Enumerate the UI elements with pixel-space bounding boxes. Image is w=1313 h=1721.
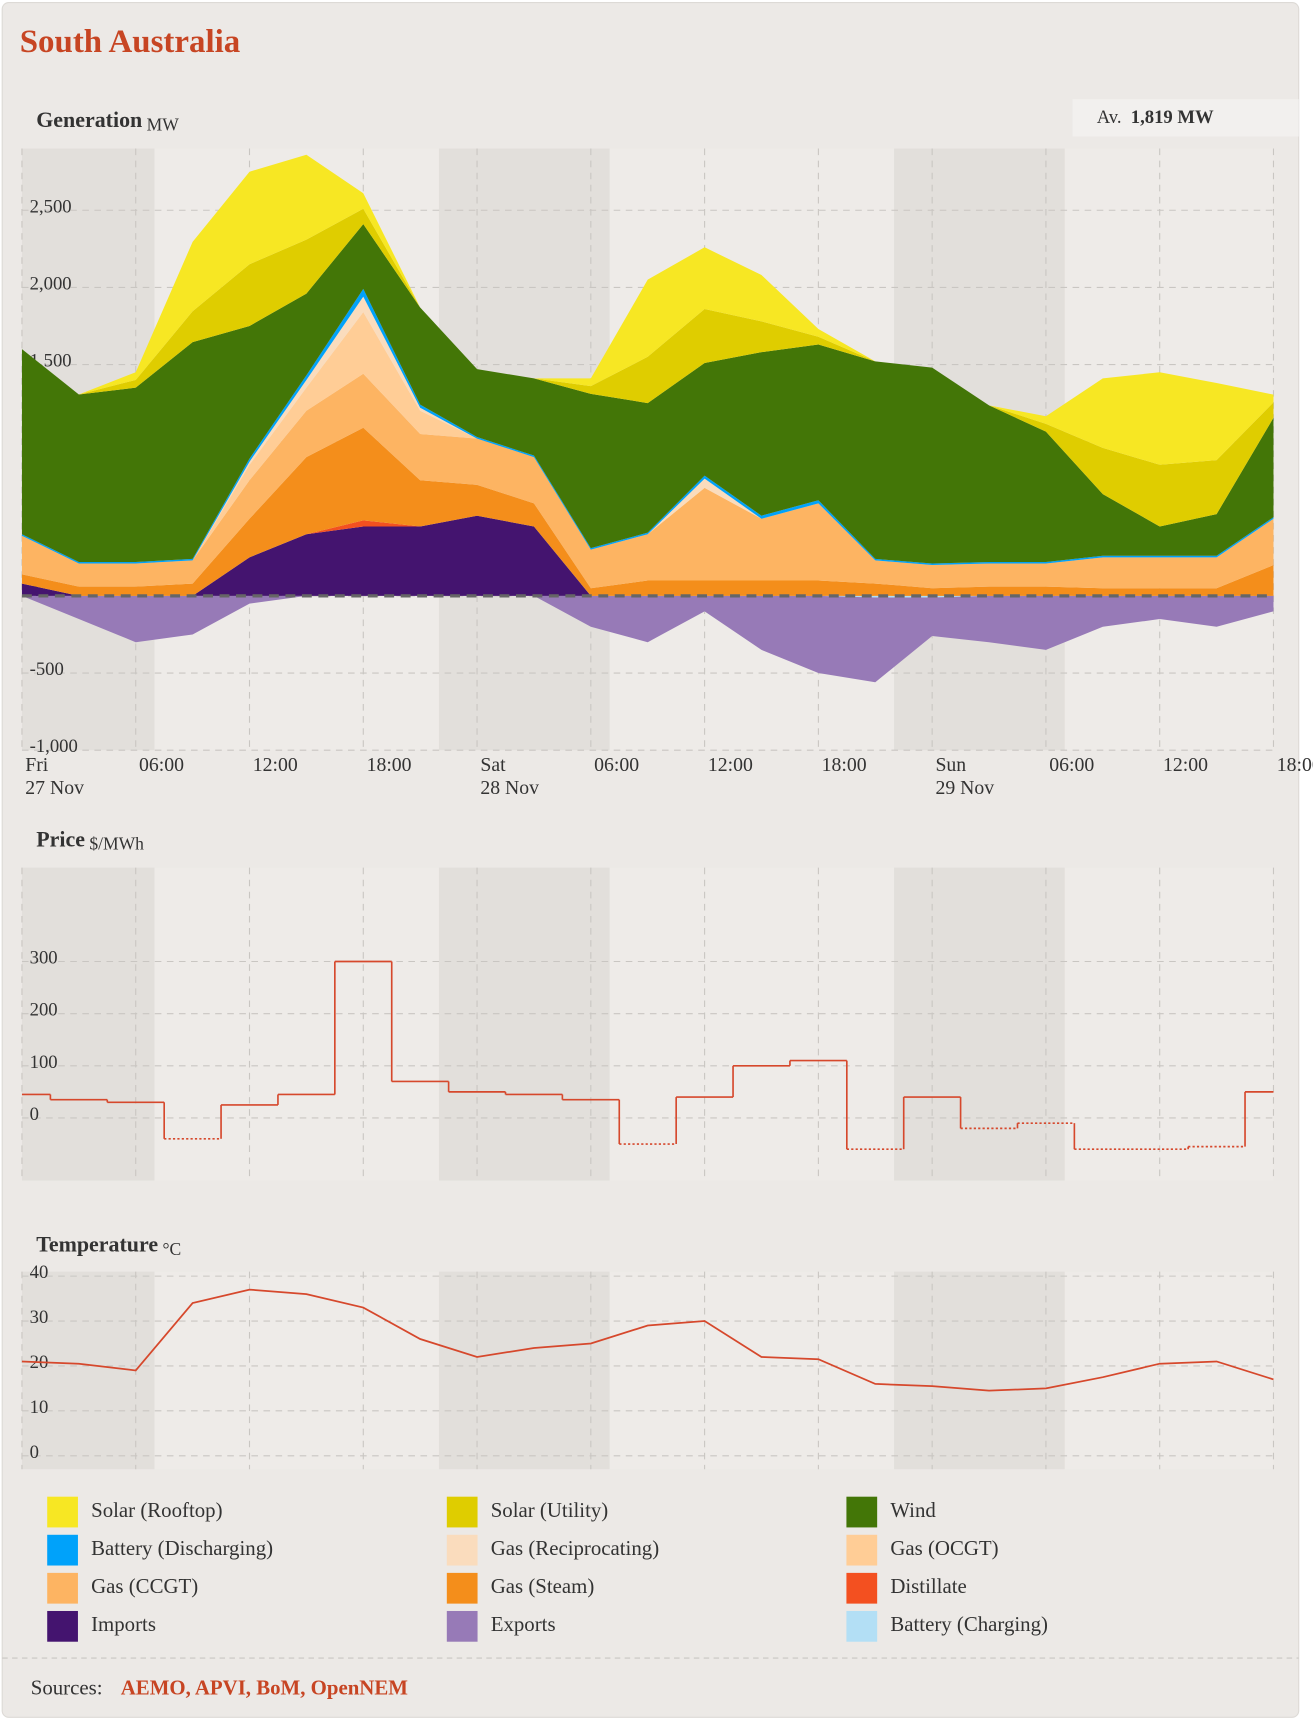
legend-label: Solar (Utility): [491, 1498, 609, 1522]
x-tick-label: 29 Nov: [935, 777, 994, 799]
section-title: Generation: [36, 107, 142, 132]
night-shade: [894, 1271, 1065, 1470]
section-title: Price: [36, 826, 85, 851]
x-tick-label: 06:00: [1049, 754, 1094, 776]
legend-label: Gas (Steam): [491, 1574, 595, 1598]
y-tick-label: 0: [30, 1442, 39, 1463]
area-layer: [21, 224, 1274, 564]
legend-swatch: [846, 1572, 878, 1604]
average-box: [1072, 99, 1299, 137]
legend-label: Wind: [890, 1498, 936, 1522]
y-tick-label: 0: [30, 1104, 39, 1125]
y-tick-label: 40: [30, 1262, 49, 1283]
legend-swatch: [446, 1610, 478, 1642]
legend-swatch: [446, 1496, 478, 1528]
y-tick-label: 10: [30, 1397, 49, 1418]
section-unit: $/MWh: [89, 834, 144, 854]
legend-swatch: [846, 1610, 878, 1642]
legend-swatch: [47, 1610, 78, 1642]
area-layer: [21, 427, 1274, 596]
y-tick-label: -1,000: [30, 736, 78, 757]
y-tick-label: 100: [30, 1052, 58, 1073]
x-tick-label: 12:00: [708, 754, 753, 776]
plot-area: [21, 867, 1274, 1181]
area-layer: [21, 312, 1274, 566]
sources-label: Sources:: [31, 1676, 103, 1700]
x-tick-label: 06:00: [139, 754, 184, 776]
plot-area: [21, 1271, 1274, 1470]
legend-label: Gas (Reciprocating): [491, 1536, 659, 1560]
x-tick-label: 28 Nov: [480, 777, 539, 799]
section-unit: °C: [162, 1239, 181, 1259]
area-layer: [21, 288, 1274, 566]
y-tick-label: 300: [30, 948, 58, 969]
area-layer: [21, 373, 1274, 589]
average-value: 1,819 MW: [1131, 107, 1214, 128]
night-shade: [438, 1271, 610, 1470]
x-tick-label: Sat: [480, 754, 506, 776]
y-tick-label: -500: [30, 659, 64, 680]
x-tick-label: 12:00: [1163, 754, 1208, 776]
area-layer: [21, 296, 1274, 566]
page-title: South Australia: [20, 24, 240, 60]
night-shade: [21, 867, 155, 1181]
legend-label: Battery (Charging): [890, 1612, 1048, 1636]
area-layer: [21, 595, 1274, 683]
area-layer: [21, 515, 1274, 596]
legend-label: Imports: [91, 1612, 156, 1636]
night-shade: [894, 867, 1065, 1181]
x-tick-label: 18:00: [1277, 754, 1313, 776]
legend-swatch: [446, 1572, 478, 1604]
legend-label: Exports: [491, 1612, 556, 1636]
legend-label: Gas (OCGT): [890, 1536, 998, 1560]
legend-label: Distillate: [890, 1574, 966, 1598]
section-title: Temperature: [36, 1231, 158, 1256]
x-tick-label: 27 Nov: [25, 777, 84, 799]
x-tick-label: 06:00: [594, 754, 639, 776]
section-unit: MW: [147, 115, 180, 135]
temperature-line: [21, 1288, 1274, 1392]
x-tick-label: 12:00: [253, 754, 298, 776]
x-tick-label: 18:00: [822, 754, 867, 776]
legend-swatch: [47, 1572, 78, 1604]
y-tick-label: 2,000: [30, 273, 72, 294]
average-label: Av.: [1097, 107, 1122, 128]
sources[interactable]: AEMO, APVI, BoM, OpenNEM: [121, 1676, 409, 1700]
legend-swatch: [446, 1534, 478, 1566]
legend-swatch: [846, 1534, 878, 1566]
legend-label: Gas (CCGT): [91, 1574, 198, 1598]
legend-label: Solar (Rooftop): [91, 1498, 222, 1522]
y-tick-label: 200: [30, 1000, 58, 1021]
x-tick-label: 18:00: [367, 754, 412, 776]
area-layer: [21, 154, 1274, 465]
legend-label: Battery (Discharging): [91, 1536, 273, 1560]
legend-swatch: [47, 1496, 78, 1528]
legend-swatch: [846, 1496, 878, 1528]
y-tick-label: 30: [30, 1307, 49, 1328]
night-shade: [438, 867, 610, 1181]
area-layer: [21, 208, 1274, 527]
legend-swatch: [47, 1534, 78, 1566]
x-tick-label: Sun: [935, 754, 966, 776]
x-tick-label: Fri: [25, 754, 49, 776]
y-tick-label: 2,500: [30, 196, 72, 217]
